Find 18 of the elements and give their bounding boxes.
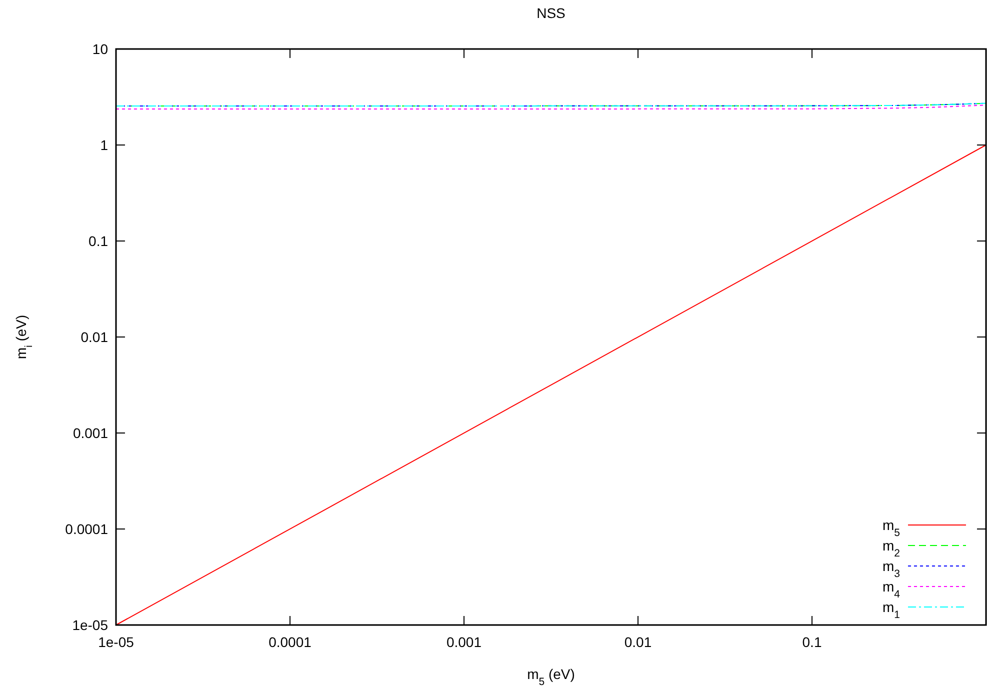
- y-tick-label: 1e-05: [72, 617, 108, 633]
- x-axis-title: m$_{5}$ (eV): [527, 666, 575, 688]
- y-tick-label: 0.0001: [65, 521, 108, 537]
- y-tick-label: 10: [92, 41, 108, 57]
- x-tick-label: 0.0001: [268, 634, 312, 650]
- chart-title: NSS: [536, 5, 566, 21]
- y-tick-label: 0.001: [72, 425, 108, 441]
- y-tick-label: 0.1: [88, 233, 108, 249]
- legend-label: m$_{4}$: [882, 578, 900, 600]
- legend-label: m$_{3}$: [882, 558, 900, 580]
- y-tick-label: 1: [100, 137, 108, 153]
- legend-label: m$_{1}$: [882, 599, 900, 621]
- x-tick-label: 0.1: [802, 634, 822, 650]
- x-tick-label: 0.01: [624, 634, 652, 650]
- legend-label: m$_{5}$: [882, 517, 900, 539]
- legend-label: m$_{2}$: [882, 538, 900, 560]
- x-tick-label: 0.001: [446, 634, 482, 650]
- y-tick-label: 0.01: [80, 329, 108, 345]
